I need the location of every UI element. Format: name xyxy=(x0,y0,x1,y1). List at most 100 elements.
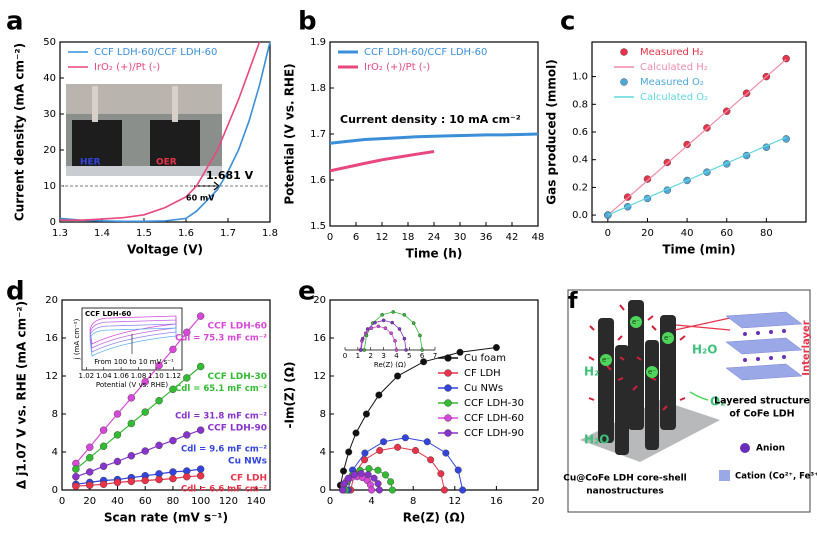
series-label: Cu NWs xyxy=(228,457,267,467)
point xyxy=(402,312,407,317)
plot-frame xyxy=(329,299,539,491)
point xyxy=(376,324,381,329)
point xyxy=(373,320,377,325)
legend-label: Cu NWs xyxy=(464,383,503,394)
point xyxy=(365,327,370,331)
point xyxy=(420,358,428,366)
inset-x-tick-label: 0 xyxy=(343,352,347,360)
point xyxy=(345,448,353,456)
inset-x-tick-label: 2 xyxy=(368,352,372,360)
point xyxy=(394,348,399,352)
legend-swatch xyxy=(444,429,452,437)
point xyxy=(127,477,136,486)
legend-label: IrO₂ (+)/Pt (-) xyxy=(94,62,160,73)
inset-x-tick-label: 6 xyxy=(420,352,425,360)
y-tick-label: 1.5 xyxy=(310,221,326,232)
point xyxy=(113,431,122,439)
point xyxy=(374,480,382,488)
x-tick-label: 80 xyxy=(167,496,180,507)
point xyxy=(394,372,402,380)
layer-title: of CoFe LDH xyxy=(729,409,794,420)
point xyxy=(196,426,205,434)
y-tick-label: 20 xyxy=(45,295,58,306)
x-tick-label: 0 xyxy=(59,496,65,507)
point xyxy=(643,175,652,183)
x-tick-label: 12 xyxy=(376,232,389,243)
diagram-f xyxy=(567,289,811,513)
y-tick-label: 0 xyxy=(320,485,326,496)
y-tick-label: 30 xyxy=(43,109,56,120)
series-label: CCF LDH-60 xyxy=(208,322,268,332)
oxygen-label: O₂ xyxy=(710,395,725,409)
legend-label: CCF LDH-30 xyxy=(464,398,524,409)
y-tick-label: 0 xyxy=(52,485,58,496)
point xyxy=(86,468,94,476)
y-tick-label: 20 xyxy=(43,145,56,156)
point xyxy=(389,331,393,336)
inset-x-tick-label: 5 xyxy=(407,352,411,360)
point xyxy=(411,321,416,325)
y-tick-label: 20 xyxy=(313,295,326,306)
point xyxy=(683,140,691,149)
point xyxy=(141,476,149,485)
annotation: HER xyxy=(80,158,101,168)
y-axis-label: Potential (V vs. RHE) xyxy=(283,63,297,204)
x-tick-label: 20 xyxy=(532,496,545,507)
legend-swatch xyxy=(620,78,628,86)
y-tick-label: 12 xyxy=(313,371,326,382)
legend-swatch xyxy=(444,369,452,377)
inset-x-tick-label: 1.04 xyxy=(96,372,112,380)
point xyxy=(369,326,374,330)
point xyxy=(99,462,108,470)
x-tick-label: 36 xyxy=(480,232,493,243)
electron: e⁻ xyxy=(664,334,672,342)
legend-swatch xyxy=(620,48,628,56)
y-tick-label: 1.0 xyxy=(572,72,588,83)
point xyxy=(183,473,191,481)
legend-label: CCF LDH-60/CCF LDH-60 xyxy=(94,47,217,58)
point xyxy=(368,486,376,494)
point xyxy=(440,486,448,494)
point xyxy=(420,348,424,352)
x-tick-label: 1.3 xyxy=(52,228,68,239)
series-line xyxy=(329,150,435,173)
x-tick-label: 30 xyxy=(454,232,467,243)
series-line xyxy=(75,468,201,485)
point xyxy=(375,391,383,399)
y-tick-label: 16 xyxy=(45,333,58,344)
x-tick-label: 40 xyxy=(681,228,694,239)
point xyxy=(402,336,407,341)
x-tick-label: 80 xyxy=(760,228,773,239)
cv-inset xyxy=(81,307,183,371)
x-tick-label: 1.7 xyxy=(220,228,236,239)
point xyxy=(376,446,384,454)
legend-swatch xyxy=(444,414,452,422)
plot-frame xyxy=(59,41,271,223)
point xyxy=(397,327,402,331)
point xyxy=(113,410,122,418)
x-axis-label: Time (min) xyxy=(662,243,735,257)
series-line xyxy=(59,41,271,223)
x-tick-label: 0 xyxy=(327,232,333,243)
point xyxy=(361,449,369,457)
x-tick-label: 24 xyxy=(428,232,441,243)
series-note: Cdl = 65.1 mF cm⁻² xyxy=(175,384,267,394)
inset-x-tick-label: 1.10 xyxy=(148,372,164,380)
point xyxy=(141,408,149,416)
photo-inset xyxy=(66,84,222,176)
point xyxy=(141,378,149,386)
point xyxy=(390,320,394,325)
legend-label: IrO₂ (+)/Pt (-) xyxy=(364,62,430,73)
y-axis-label: Gas produced (mmol) xyxy=(545,59,559,205)
x-tick-label: 20 xyxy=(83,496,96,507)
x-tick-label: 48 xyxy=(532,232,545,243)
point xyxy=(155,441,163,450)
point xyxy=(169,436,177,445)
series-label: CF LDH xyxy=(230,473,267,483)
y-axis-label: Δ j1.07 V vs. RHE (mA cm⁻²) xyxy=(15,301,29,489)
point xyxy=(456,348,464,356)
point xyxy=(127,394,136,402)
point xyxy=(196,362,205,371)
panel-letter: a xyxy=(6,7,24,37)
x-tick-label: 42 xyxy=(506,232,519,243)
